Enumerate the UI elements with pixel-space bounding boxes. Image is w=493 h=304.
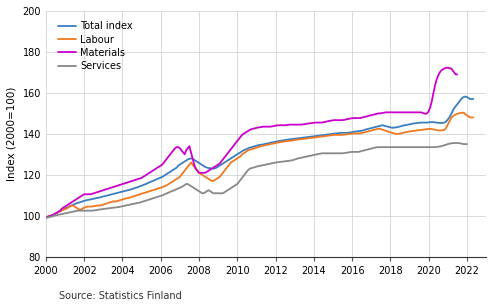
Labour (65, 206, 71, 209)
Services (438, 144, 444, 148)
Services (300, 156, 306, 159)
Materials (236, 137, 242, 141)
Total index (97, 195, 103, 199)
Total index (198, 162, 204, 166)
Labour (76, 208, 82, 212)
Line: Services: Services (46, 143, 467, 218)
Y-axis label: Index (2000=100): Index (2000=100) (7, 87, 17, 181)
Labour (298, 137, 304, 141)
Labour (97, 204, 103, 207)
Materials (43, 216, 49, 220)
Legend: Total index, Labour, Materials, Services: Total index, Labour, Materials, Services (55, 18, 136, 74)
Labour (459, 111, 465, 115)
Text: Source: Statistics Finland: Source: Statistics Finland (59, 291, 182, 301)
Materials (110, 185, 116, 189)
Line: Labour: Labour (46, 113, 473, 218)
Line: Materials: Materials (46, 68, 458, 218)
Materials (445, 66, 451, 70)
Services (450, 141, 456, 145)
Materials (398, 111, 404, 114)
Services (363, 148, 369, 152)
Services (212, 192, 218, 195)
Services (228, 186, 234, 190)
Labour (198, 172, 204, 176)
Total index (76, 201, 82, 204)
Materials (76, 195, 82, 199)
Total index (319, 133, 325, 137)
Total index (43, 216, 49, 220)
Labour (470, 116, 476, 119)
Materials (455, 73, 460, 76)
Total index (462, 95, 468, 98)
Line: Total index: Total index (46, 97, 473, 218)
Materials (118, 183, 124, 186)
Total index (298, 136, 304, 140)
Services (43, 216, 49, 220)
Total index (65, 205, 71, 209)
Services (464, 142, 470, 146)
Labour (319, 135, 325, 138)
Labour (43, 216, 49, 220)
Total index (470, 97, 476, 101)
Materials (448, 67, 454, 70)
Services (434, 145, 440, 149)
